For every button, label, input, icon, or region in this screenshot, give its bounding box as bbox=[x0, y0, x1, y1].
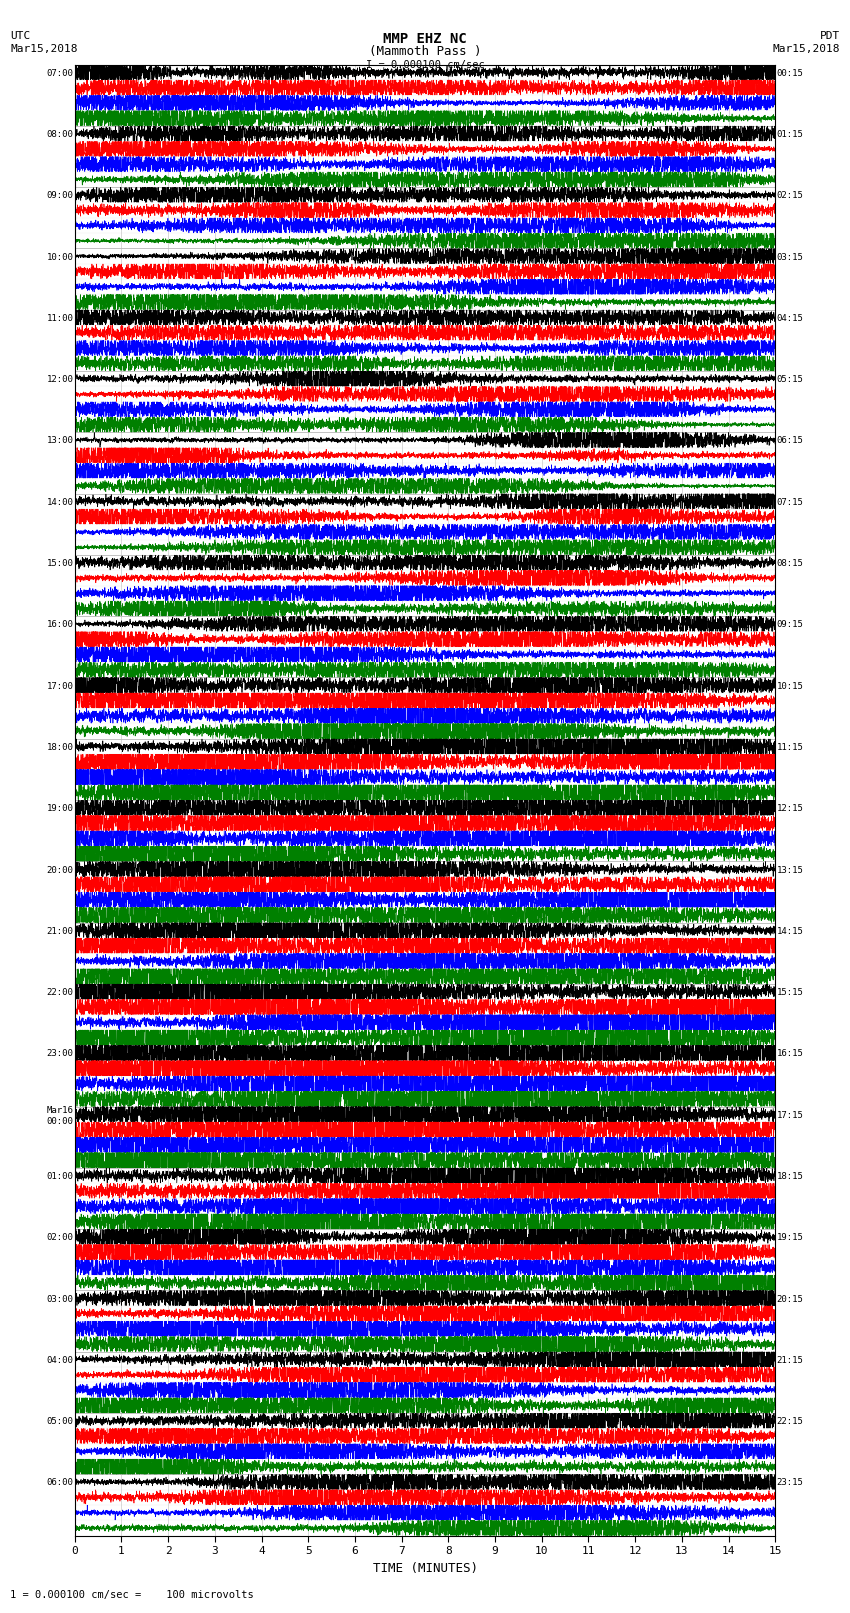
Text: Mar15,2018: Mar15,2018 bbox=[773, 44, 840, 53]
Text: Mar15,2018: Mar15,2018 bbox=[10, 44, 77, 53]
Text: PDT: PDT bbox=[819, 31, 840, 40]
Text: UTC: UTC bbox=[10, 31, 31, 40]
Text: I = 0.000100 cm/sec: I = 0.000100 cm/sec bbox=[366, 60, 484, 69]
Text: 1 = 0.000100 cm/sec =    100 microvolts: 1 = 0.000100 cm/sec = 100 microvolts bbox=[10, 1590, 254, 1600]
Text: MMP EHZ NC: MMP EHZ NC bbox=[383, 32, 467, 47]
X-axis label: TIME (MINUTES): TIME (MINUTES) bbox=[372, 1561, 478, 1574]
Text: (Mammoth Pass ): (Mammoth Pass ) bbox=[369, 45, 481, 58]
